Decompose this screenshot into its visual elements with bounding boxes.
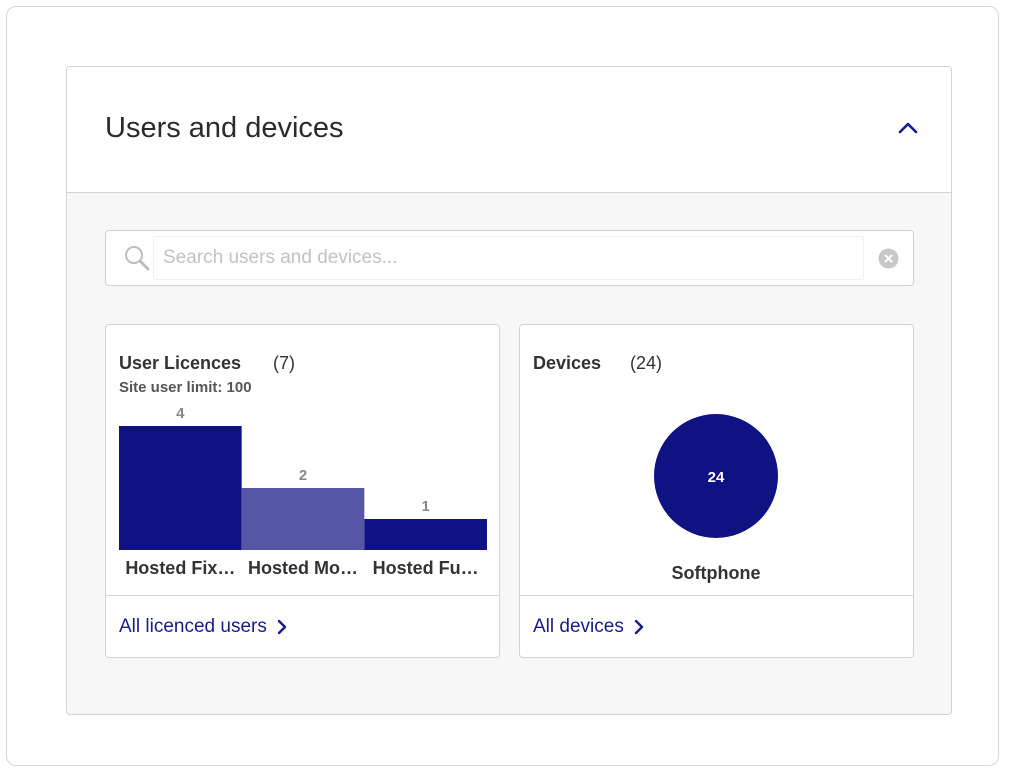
bar-category-label: Hosted Fix… [125, 558, 235, 578]
site-user-limit: Site user limit: 100 [119, 379, 252, 396]
panel-header: Users and devices [67, 67, 951, 193]
clear-search-icon[interactable] [878, 248, 899, 269]
devices-title: Devices [533, 353, 602, 373]
all-licenced-users-link[interactable]: All licenced users [119, 616, 289, 638]
devices-card: Devices (24) 24 Softphone All devices [519, 324, 914, 658]
bar-category-label: Hosted Fu… [373, 558, 479, 578]
user-licences-bar-chart: 4 Hosted Fix… 2 Hosted Mo… 1 Hosted Fu… [119, 405, 487, 578]
user-licences-title: User Licences [119, 353, 242, 373]
user-licences-footer: All licenced users [106, 595, 499, 657]
collapse-button[interactable] [895, 115, 921, 141]
pie-value-label: 24 [708, 469, 725, 486]
bar-category-label: Hosted Mo… [248, 558, 358, 578]
bar-value-label: 2 [299, 467, 307, 484]
bar [241, 488, 365, 550]
devices-pie-chart: 24 Softphone [654, 414, 778, 583]
bar-value-label: 4 [176, 405, 185, 422]
page-frame: Users and devices User Licences (7) S [6, 6, 999, 766]
devices-count: (24) [630, 353, 663, 373]
devices-footer: All devices [520, 595, 913, 657]
chevron-right-icon [277, 619, 287, 635]
search-icon [125, 246, 150, 271]
pie-category-label: Softphone [672, 563, 761, 583]
user-licences-count: (7) [273, 353, 295, 373]
panel-title: Users and devices [105, 112, 344, 144]
users-devices-panel: Users and devices User Licences (7) S [66, 66, 952, 715]
bar [119, 426, 242, 550]
all-devices-label: All devices [533, 616, 624, 637]
all-licenced-users-label: All licenced users [119, 616, 267, 637]
search-box [105, 230, 914, 286]
search-input[interactable] [153, 236, 864, 280]
bar [364, 519, 487, 550]
chevron-right-icon [634, 619, 644, 635]
all-devices-link[interactable]: All devices [533, 616, 646, 638]
user-licences-card: User Licences (7) Site user limit: 100 4… [105, 324, 500, 658]
bar-value-label: 1 [421, 498, 429, 515]
chevron-up-icon [898, 122, 918, 134]
pie-slice [654, 414, 778, 538]
